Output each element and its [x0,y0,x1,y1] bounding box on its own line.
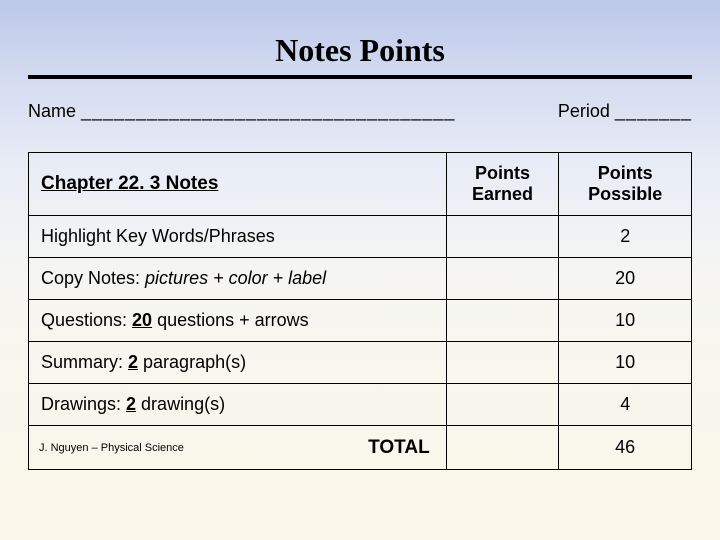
footer-credit: J. Nguyen – Physical Science [39,442,184,454]
row-desc: Summary: 2 paragraph(s) [29,342,447,384]
total-desc-cell: J. Nguyen – Physical Science TOTAL [29,426,447,470]
period-label: Period [558,101,610,122]
table-row: Highlight Key Words/Phrases 2 [29,216,692,258]
table-row: Drawings: 2 drawing(s) 4 [29,384,692,426]
row-earned [446,216,559,258]
table-header-row: Chapter 22. 3 Notes Points Earned Points… [29,153,692,216]
row-possible: 10 [559,342,692,384]
title-underline [28,75,692,79]
row-desc: Highlight Key Words/Phrases [29,216,447,258]
page-title: Notes Points [28,32,692,69]
row-possible: 4 [559,384,692,426]
chapter-header: Chapter 22. 3 Notes [29,153,447,216]
points-table: Chapter 22. 3 Notes Points Earned Points… [28,152,692,470]
col-possible-header: Points Possible [559,153,692,216]
row-desc: Questions: 20 questions + arrows [29,300,447,342]
total-row: J. Nguyen – Physical Science TOTAL 46 [29,426,692,470]
row-earned [446,342,559,384]
row-desc: Copy Notes: pictures + color + label [29,258,447,300]
row-desc: Drawings: 2 drawing(s) [29,384,447,426]
total-earned [446,426,559,470]
col-earned-header: Points Earned [446,153,559,216]
row-possible: 10 [559,300,692,342]
table-row: Questions: 20 questions + arrows 10 [29,300,692,342]
name-blank: __________________________________ [81,101,550,122]
row-earned [446,258,559,300]
table-row: Summary: 2 paragraph(s) 10 [29,342,692,384]
total-label: TOTAL [368,437,430,459]
row-earned [446,300,559,342]
row-possible: 20 [559,258,692,300]
period-blank: _______ [615,101,692,122]
table-row: Copy Notes: pictures + color + label 20 [29,258,692,300]
row-earned [446,384,559,426]
row-possible: 2 [559,216,692,258]
name-label: Name [28,101,76,122]
name-period-row: Name __________________________________ … [28,101,692,122]
total-possible: 46 [559,426,692,470]
